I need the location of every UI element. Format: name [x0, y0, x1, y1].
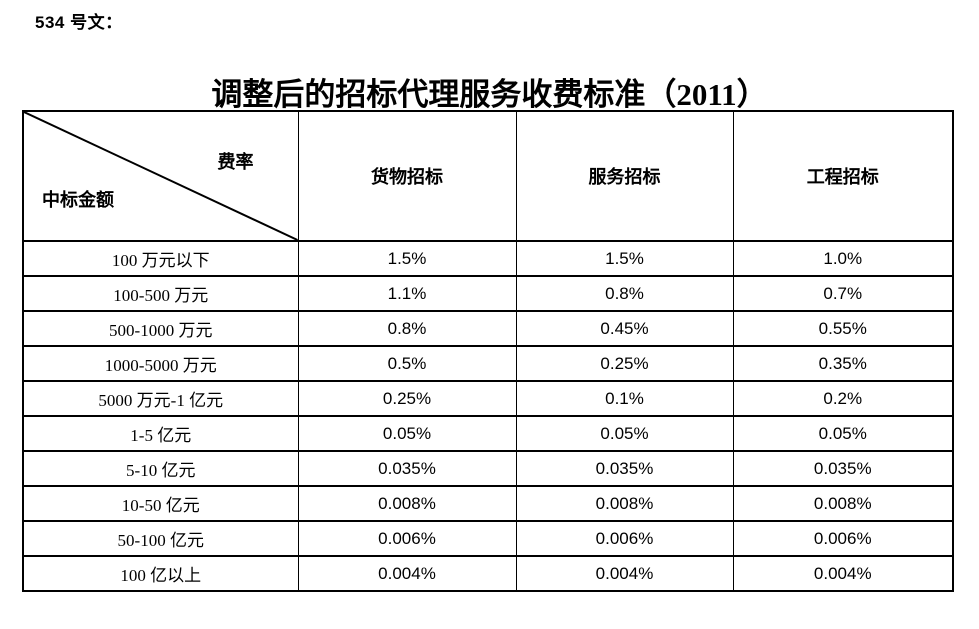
fee-rate-value: 0.05% [297, 415, 517, 452]
fee-rate-value: 0.008% [732, 485, 954, 522]
row-label-amount-range: 50-100 亿元 [22, 520, 299, 557]
fee-rate-value: 0.008% [515, 485, 734, 522]
fee-rate-value: 0.05% [732, 415, 954, 452]
row-label-amount-range: 5-10 亿元 [22, 450, 299, 487]
diagonal-corner-cell: 费率 中标金额 [22, 110, 299, 242]
table-row: 100 万元以下 1.5% 1.5% 1.0% [22, 240, 954, 277]
fee-rate-value: 0.2% [732, 380, 954, 417]
fee-rate-value: 0.1% [515, 380, 734, 417]
fee-rate-value: 0.8% [297, 310, 517, 347]
fee-rate-value: 0.035% [515, 450, 734, 487]
fee-rate-value: 0.035% [732, 450, 954, 487]
fee-rate-value: 0.006% [732, 520, 954, 557]
fee-rate-value: 0.5% [297, 345, 517, 382]
row-label-amount-range: 1-5 亿元 [22, 415, 299, 452]
fee-rate-value: 0.55% [732, 310, 954, 347]
fee-rate-value: 0.008% [297, 485, 517, 522]
fee-rate-value: 1.0% [732, 240, 954, 277]
table-row: 50-100 亿元 0.006% 0.006% 0.006% [22, 520, 954, 557]
fee-rate-value: 0.05% [515, 415, 734, 452]
header-row: 费率 中标金额 货物招标 服务招标 工程招标 [22, 110, 954, 242]
fee-rate-value: 0.8% [515, 275, 734, 312]
fee-rate-value: 1.1% [297, 275, 517, 312]
fee-rate-value: 0.35% [732, 345, 954, 382]
table-row: 5000 万元-1 亿元 0.25% 0.1% 0.2% [22, 380, 954, 417]
fee-rate-value: 0.004% [515, 555, 734, 592]
corner-label-fee-rate: 费率 [217, 152, 254, 172]
column-header-goods-bidding: 货物招标 [297, 110, 517, 242]
fee-rate-value: 1.5% [297, 240, 517, 277]
fee-standard-table: 费率 中标金额 货物招标 服务招标 工程招标 100 万元以下 1.5% 1.5% 1… [22, 110, 954, 592]
fee-rate-value: 1.5% [515, 240, 734, 277]
row-label-amount-range: 10-50 亿元 [22, 485, 299, 522]
row-label-amount-range: 100 万元以下 [22, 240, 299, 277]
diagonal-divider-line [24, 112, 298, 240]
table-row: 100-500 万元 1.1% 0.8% 0.7% [22, 275, 954, 312]
row-label-amount-range: 100 亿以上 [22, 555, 299, 592]
table-row: 1000-5000 万元 0.5% 0.25% 0.35% [22, 345, 954, 382]
table-body: 100 万元以下 1.5% 1.5% 1.0% 100-500 万元 1.1% 0.8% 0.… [22, 240, 954, 592]
table-row: 10-50 亿元 0.008% 0.008% 0.008% [22, 485, 954, 522]
row-label-amount-range: 100-500 万元 [22, 275, 299, 312]
table-row: 100 亿以上 0.004% 0.004% 0.004% [22, 555, 954, 592]
page-title: 调整后的招标代理服务收费标准（2011） [211, 76, 768, 112]
column-header-service-bidding: 服务招标 [515, 110, 734, 242]
fee-rate-value: 0.25% [515, 345, 734, 382]
row-label-amount-range: 1000-5000 万元 [22, 345, 299, 382]
fee-rate-value: 0.25% [297, 380, 517, 417]
document-number-label: 534 号文： [35, 13, 123, 32]
table-row: 5-10 亿元 0.035% 0.035% 0.035% [22, 450, 954, 487]
row-label-amount-range: 5000 万元-1 亿元 [22, 380, 299, 417]
fee-rate-value: 0.006% [297, 520, 517, 557]
fee-rate-value: 0.004% [297, 555, 517, 592]
corner-label-bid-amount: 中标金额 [42, 190, 114, 210]
fee-rate-value: 0.004% [732, 555, 954, 592]
fee-rate-value: 0.035% [297, 450, 517, 487]
fee-rate-value: 0.006% [515, 520, 734, 557]
fee-rate-value: 0.7% [732, 275, 954, 312]
table-row: 1-5 亿元 0.05% 0.05% 0.05% [22, 415, 954, 452]
table-row: 500-1000 万元 0.8% 0.45% 0.55% [22, 310, 954, 347]
column-header-engineering-bidding: 工程招标 [732, 110, 954, 242]
row-label-amount-range: 500-1000 万元 [22, 310, 299, 347]
fee-rate-value: 0.45% [515, 310, 734, 347]
